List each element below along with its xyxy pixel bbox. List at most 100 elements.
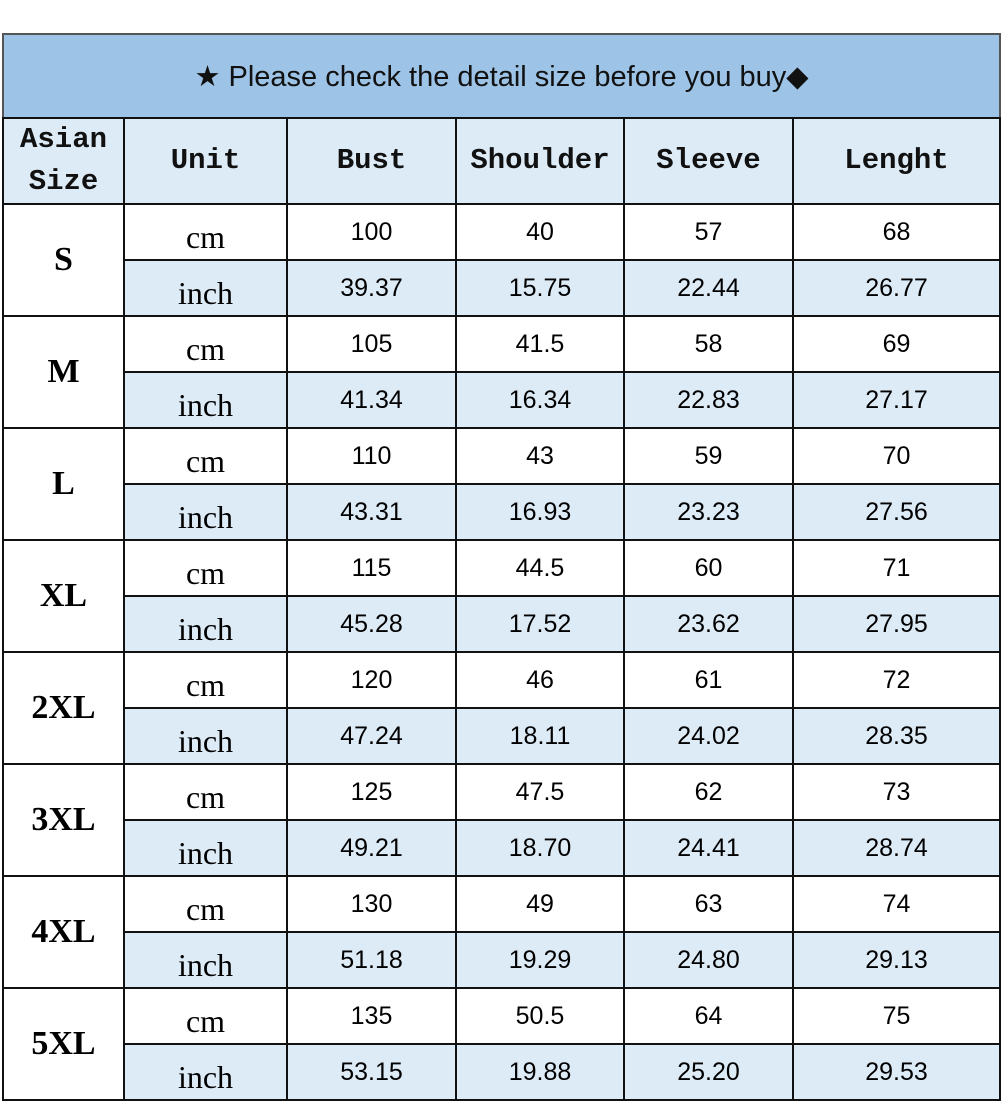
size-label: XL	[2, 539, 125, 653]
unit-label: cm	[123, 539, 288, 597]
shoulder-value: 47.5	[455, 763, 625, 821]
length-value: 29.13	[791, 931, 1002, 989]
table-row-cm: 4XL cm 130 49 63 74	[2, 875, 1002, 989]
size-label: 3XL	[2, 763, 125, 877]
length-value: 72	[791, 651, 1002, 709]
shoulder-value: 49	[455, 875, 625, 933]
unit-label: inch	[123, 707, 288, 765]
sleeve-value: 64	[623, 987, 794, 1045]
header-asian-size: Asian Size	[2, 117, 125, 205]
length-value: 27.95	[791, 595, 1002, 653]
sleeve-value: 23.23	[623, 483, 794, 541]
sleeve-value: 62	[623, 763, 794, 821]
header-unit: Unit	[123, 117, 288, 205]
size-label: 2XL	[2, 651, 125, 765]
shoulder-value: 19.88	[455, 1043, 625, 1101]
shoulder-value: 18.11	[455, 707, 625, 765]
bust-value: 43.31	[286, 483, 457, 541]
table-row-inch: inch 39.37 15.75 22.44 26.77	[3, 259, 1002, 317]
header-row: Asian Size Unit Bust Shoulder Sleeve Len…	[2, 117, 1002, 205]
shoulder-value: 41.5	[455, 315, 625, 373]
header-length: Lenght	[791, 117, 1002, 205]
unit-label: inch	[123, 371, 288, 429]
banner-row: ★ Please check the detail size before yo…	[1, 33, 1002, 119]
bust-value: 110	[286, 427, 457, 485]
header-bust: Bust	[286, 117, 457, 205]
bust-value: 115	[286, 539, 457, 597]
table-row-inch: inch 45.28 17.52 23.62 27.95	[3, 595, 1002, 653]
bust-value: 100	[286, 203, 457, 261]
bust-value: 47.24	[286, 707, 457, 765]
size-label: S	[2, 203, 125, 317]
sleeve-value: 24.80	[623, 931, 794, 989]
bust-value: 39.37	[286, 259, 457, 317]
shoulder-value: 17.52	[455, 595, 625, 653]
size-chart-table: ★ Please check the detail size before yo…	[1, 33, 1002, 1101]
unit-label: inch	[123, 259, 288, 317]
sleeve-value: 60	[623, 539, 794, 597]
length-value: 29.53	[791, 1043, 1002, 1101]
bust-value: 41.34	[286, 371, 457, 429]
bust-value: 130	[286, 875, 457, 933]
size-label: 5XL	[2, 987, 125, 1101]
unit-label: cm	[123, 763, 288, 821]
bust-value: 49.21	[286, 819, 457, 877]
sleeve-value: 61	[623, 651, 794, 709]
size-label: M	[2, 315, 125, 429]
bust-value: 105	[286, 315, 457, 373]
size-label: L	[2, 427, 125, 541]
unit-label: cm	[123, 203, 288, 261]
table-row-cm: 5XL cm 135 50.5 64 75	[2, 987, 1002, 1101]
header-sleeve: Sleeve	[623, 117, 794, 205]
shoulder-value: 40	[455, 203, 625, 261]
table-row-inch: inch 53.15 19.88 25.20 29.53	[3, 1043, 1002, 1101]
shoulder-value: 43	[455, 427, 625, 485]
bust-value: 45.28	[286, 595, 457, 653]
unit-label: cm	[123, 315, 288, 373]
length-value: 74	[791, 875, 1002, 933]
banner-title: ★ Please check the detail size before yo…	[1, 33, 1002, 119]
length-value: 28.35	[791, 707, 1002, 765]
unit-label: cm	[123, 427, 288, 485]
unit-label: inch	[123, 483, 288, 541]
bust-value: 53.15	[286, 1043, 457, 1101]
sleeve-value: 58	[623, 315, 794, 373]
header-shoulder: Shoulder	[455, 117, 625, 205]
table-row-cm: 2XL cm 120 46 61 72	[2, 651, 1002, 765]
shoulder-value: 44.5	[455, 539, 625, 597]
sleeve-value: 22.44	[623, 259, 794, 317]
table-row-inch: inch 51.18 19.29 24.80 29.13	[3, 931, 1002, 989]
sleeve-value: 25.20	[623, 1043, 794, 1101]
length-value: 70	[791, 427, 1002, 485]
length-value: 69	[791, 315, 1002, 373]
bust-value: 125	[286, 763, 457, 821]
sleeve-value: 57	[623, 203, 794, 261]
shoulder-value: 16.93	[455, 483, 625, 541]
shoulder-value: 46	[455, 651, 625, 709]
unit-label: inch	[123, 819, 288, 877]
length-value: 27.17	[791, 371, 1002, 429]
unit-label: inch	[123, 1043, 288, 1101]
length-value: 27.56	[791, 483, 1002, 541]
shoulder-value: 50.5	[455, 987, 625, 1045]
length-value: 73	[791, 763, 1002, 821]
shoulder-value: 18.70	[455, 819, 625, 877]
sleeve-value: 24.41	[623, 819, 794, 877]
bust-value: 120	[286, 651, 457, 709]
unit-label: inch	[123, 595, 288, 653]
bust-value: 135	[286, 987, 457, 1045]
length-value: 26.77	[791, 259, 1002, 317]
sleeve-value: 63	[623, 875, 794, 933]
table-row-inch: inch 41.34 16.34 22.83 27.17	[3, 371, 1002, 429]
length-value: 71	[791, 539, 1002, 597]
shoulder-value: 16.34	[455, 371, 625, 429]
sleeve-value: 23.62	[623, 595, 794, 653]
bust-value: 51.18	[286, 931, 457, 989]
table-row-cm: 3XL cm 125 47.5 62 73	[2, 763, 1002, 877]
sleeve-value: 22.83	[623, 371, 794, 429]
shoulder-value: 15.75	[455, 259, 625, 317]
length-value: 75	[791, 987, 1002, 1045]
